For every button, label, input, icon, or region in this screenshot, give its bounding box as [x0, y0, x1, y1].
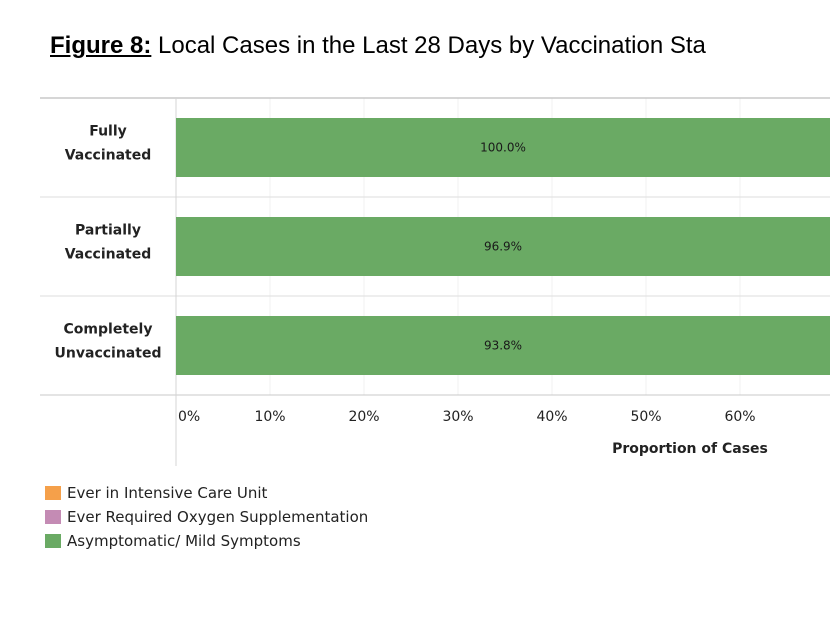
x-tick-label: 50% [630, 409, 661, 425]
x-tick-label: 40% [536, 409, 567, 425]
legend-label-icu: Ever in Intensive Care Unit [67, 484, 268, 502]
data-label: 100.0% [480, 141, 526, 155]
category-label: Unvaccinated [55, 346, 162, 362]
bar [176, 217, 830, 276]
legend-swatch-icu [45, 486, 61, 500]
category-label: Partially [75, 223, 141, 239]
legend: Ever in Intensive Care Unit Ever Require… [45, 481, 368, 553]
category-label: Completely [64, 322, 153, 338]
x-axis-title: Proportion of Cases [612, 441, 768, 457]
x-tick-label: 60% [724, 409, 755, 425]
figure-label: Figure 8: [50, 32, 152, 59]
bar [176, 316, 830, 375]
legend-label-mild: Asymptomatic/ Mild Symptoms [67, 532, 301, 550]
chart-title: Figure 8: Local Cases in the Last 28 Day… [50, 32, 706, 60]
legend-swatch-oxygen [45, 510, 61, 524]
category-label: Vaccinated [65, 148, 152, 164]
category-label: Vaccinated [65, 247, 152, 263]
x-tick-label: 10% [254, 409, 285, 425]
data-label: 93.8% [484, 339, 522, 353]
legend-item-mild: Asymptomatic/ Mild Symptoms [45, 529, 368, 553]
x-tick-label: 0% [178, 409, 200, 425]
legend-swatch-mild [45, 534, 61, 548]
figure-title-text: Local Cases in the Last 28 Days by Vacci… [151, 32, 706, 59]
legend-item-oxygen: Ever Required Oxygen Supplementation [45, 505, 368, 529]
data-label: 96.9% [484, 240, 522, 254]
category-label: Fully [89, 124, 127, 140]
x-tick-label: 30% [442, 409, 473, 425]
legend-item-icu: Ever in Intensive Care Unit [45, 481, 368, 505]
legend-label-oxygen: Ever Required Oxygen Supplementation [67, 508, 369, 526]
x-tick-label: 20% [348, 409, 379, 425]
bar [176, 118, 830, 177]
